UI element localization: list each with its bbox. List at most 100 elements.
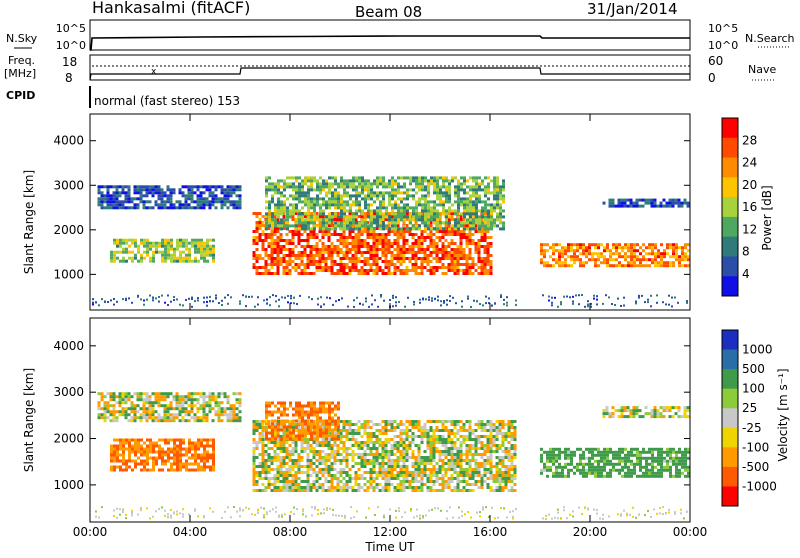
- power-cell: [307, 194, 310, 197]
- velocity-cell: [206, 439, 209, 442]
- power-cell: [627, 246, 630, 249]
- power-cell: [256, 230, 259, 233]
- velocity-cell: [164, 413, 167, 416]
- power-cell: [334, 197, 337, 200]
- velocity-cell: [167, 395, 170, 398]
- power-cell: [295, 245, 298, 248]
- power-cell: [286, 182, 289, 185]
- velocity-cell: [373, 459, 376, 462]
- power-cell: [185, 194, 188, 197]
- power-cell: [439, 185, 442, 188]
- power-cell: [376, 233, 379, 236]
- power-cell: [451, 224, 454, 227]
- velocity-cell: [116, 460, 119, 463]
- power-cell: [373, 215, 376, 218]
- velocity-cell: [412, 423, 415, 426]
- power-cell: [128, 257, 131, 260]
- power-clutter-cell: [608, 296, 610, 298]
- power-cell: [113, 200, 116, 203]
- velocity-cell: [367, 438, 370, 441]
- power-cell: [364, 206, 367, 209]
- power-cell: [352, 263, 355, 266]
- velocity-cell: [134, 451, 137, 454]
- power-cell: [316, 269, 319, 272]
- power-cell: [280, 194, 283, 197]
- velocity-cell: [328, 447, 331, 450]
- power-cell: [415, 224, 418, 227]
- power-clutter-cell: [665, 303, 667, 305]
- velocity-cell: [424, 429, 427, 432]
- power-cell: [286, 269, 289, 272]
- power-cell: [361, 272, 364, 275]
- velocity-cell: [370, 486, 373, 489]
- power-cell: [457, 272, 460, 275]
- power-cell: [274, 260, 277, 263]
- velocity-cell: [119, 469, 122, 472]
- velocity-cell: [400, 486, 403, 489]
- power-cell: [349, 221, 352, 224]
- power-cell: [161, 239, 164, 242]
- power-cell: [409, 212, 412, 215]
- power-cell: [295, 191, 298, 194]
- power-cell: [188, 257, 191, 260]
- power-cell: [316, 197, 319, 200]
- power-cell: [454, 260, 457, 263]
- power-cell: [307, 185, 310, 188]
- velocity-cell: [331, 444, 334, 447]
- power-cell: [633, 249, 636, 252]
- power-cell: [490, 215, 493, 218]
- velocity-cell: [259, 462, 262, 465]
- velocity-cell: [265, 486, 268, 489]
- power-cell: [630, 261, 633, 264]
- power-cell: [310, 272, 313, 275]
- power-cell: [421, 230, 424, 233]
- power-cell: [346, 209, 349, 212]
- power-cell: [484, 209, 487, 212]
- velocity-cell: [173, 413, 176, 416]
- velocity-cell: [295, 489, 298, 492]
- power-cell: [672, 264, 675, 267]
- power-cell: [295, 185, 298, 188]
- power-cell: [558, 249, 561, 252]
- velocity-cell: [209, 466, 212, 469]
- power-cell: [256, 242, 259, 245]
- velocity-cell: [307, 456, 310, 459]
- power-cell: [331, 197, 334, 200]
- velocity-cell: [382, 441, 385, 444]
- velocity-cell: [376, 438, 379, 441]
- velocity-cell: [280, 462, 283, 465]
- power-cell: [439, 266, 442, 269]
- power-cell: [600, 252, 603, 255]
- power-cell: [107, 203, 110, 206]
- power-cell: [322, 188, 325, 191]
- power-cell: [618, 205, 621, 208]
- power-cell: [439, 224, 442, 227]
- velocity-cell: [170, 439, 173, 442]
- power-cell: [352, 188, 355, 191]
- velocity-cell: [274, 483, 277, 486]
- power-cell: [161, 245, 164, 248]
- power-cell: [182, 191, 185, 194]
- velocity-cell: [418, 465, 421, 468]
- power-cell: [400, 212, 403, 215]
- power-cell: [194, 191, 197, 194]
- power-clutter-cell: [647, 299, 649, 301]
- velocity-cell: [218, 419, 221, 422]
- velocity-cell: [173, 416, 176, 419]
- velocity-cell: [301, 471, 304, 474]
- power-cell: [358, 206, 361, 209]
- power-cell: [397, 251, 400, 254]
- power-cell: [116, 239, 119, 242]
- power-cell: [137, 260, 140, 263]
- velocity-cell: [400, 453, 403, 456]
- velocity-cell: [421, 471, 424, 474]
- power-cell: [367, 182, 370, 185]
- velocity-cell: [161, 463, 164, 466]
- power-cell: [412, 188, 415, 191]
- power-clutter-cell: [623, 305, 625, 307]
- power-cell: [499, 191, 502, 194]
- velocity-cell: [161, 404, 164, 407]
- power-cell: [262, 257, 265, 260]
- power-cell: [331, 263, 334, 266]
- velocity-cell: [122, 445, 125, 448]
